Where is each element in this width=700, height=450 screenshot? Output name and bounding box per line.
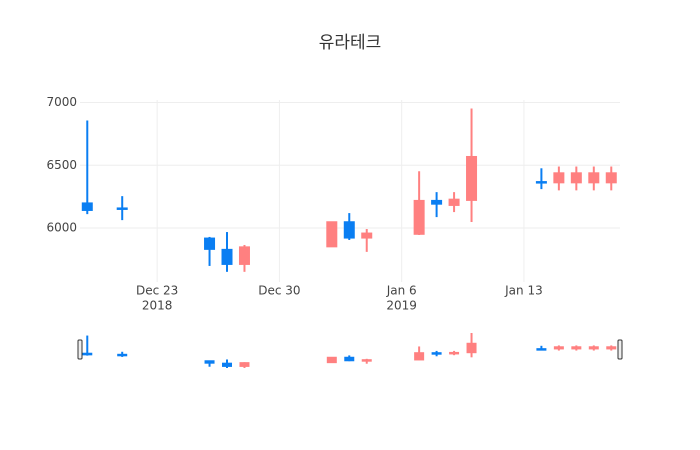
x-tick-label: Dec 23 xyxy=(136,284,178,298)
candle-body xyxy=(466,155,478,201)
mini-candle-body xyxy=(344,356,355,362)
mini-candle-body xyxy=(82,352,93,356)
mini-candle-body xyxy=(588,346,599,350)
candle-body xyxy=(605,172,617,184)
mini-candle-body xyxy=(466,342,477,354)
mini-candle-body xyxy=(536,348,547,351)
mini-candle-body xyxy=(204,360,215,364)
y-tick-label: 6500 xyxy=(46,158,77,172)
candle-body xyxy=(361,232,373,239)
candle-body xyxy=(326,221,338,248)
y-tick-label: 6000 xyxy=(46,221,77,235)
x-tick-label: Jan 6 xyxy=(386,284,417,298)
candle-body xyxy=(448,198,460,206)
mini-candle-body xyxy=(449,351,460,355)
candle-body xyxy=(431,199,443,205)
candle-body xyxy=(116,207,128,210)
y-tick-label: 7000 xyxy=(46,95,77,109)
mini-candle-body xyxy=(606,346,617,350)
mini-candle-body xyxy=(117,353,128,357)
range-handle[interactable] xyxy=(77,339,83,360)
candle-body xyxy=(204,237,216,250)
x-tick-sublabel: 2018 xyxy=(142,299,173,313)
candle-body xyxy=(81,202,93,211)
candle-body xyxy=(221,248,233,265)
range-slider xyxy=(80,331,620,370)
candle-body xyxy=(553,172,565,184)
range-handle[interactable] xyxy=(617,339,623,360)
mini-candle-body xyxy=(326,356,337,364)
x-tick-label: Dec 30 xyxy=(258,284,300,298)
mini-candle-body xyxy=(361,359,372,362)
mini-candle-body xyxy=(239,362,250,367)
mini-candle-body xyxy=(222,362,233,367)
candle-body xyxy=(570,172,582,184)
x-tick-sublabel: 2019 xyxy=(386,299,417,313)
candle-body xyxy=(588,172,600,184)
x-tick-label: Jan 13 xyxy=(504,284,543,298)
candle-body xyxy=(413,199,425,235)
candle-body xyxy=(535,181,547,184)
mini-candle-body xyxy=(553,346,564,350)
mini-candle-body xyxy=(571,346,582,350)
mini-candle-body xyxy=(431,352,442,355)
candle-body xyxy=(343,221,355,239)
chart-title: 유라테크 xyxy=(319,33,382,53)
mini-candle-body xyxy=(414,352,425,361)
candle-body xyxy=(238,246,250,265)
